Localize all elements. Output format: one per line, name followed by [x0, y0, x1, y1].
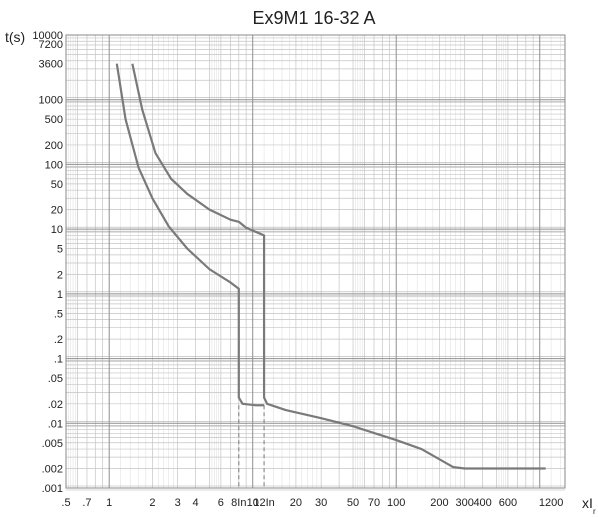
x-axis-label: xI	[582, 495, 593, 511]
y-tick-label: 5	[57, 244, 63, 256]
y-tick-label: 1000	[39, 95, 63, 107]
y-tick-label: .001	[42, 483, 63, 495]
x-tick-label: 20	[290, 497, 302, 509]
x-tick-label: 300	[456, 497, 474, 509]
y-tick-label: .2	[54, 334, 63, 346]
y-tick-label: 2	[57, 269, 63, 281]
x-axis-label-subscript: r	[593, 507, 596, 516]
y-axis-label: t(s)	[5, 29, 25, 45]
reference-lines	[238, 405, 265, 488]
x-tick-label: 1200	[539, 497, 563, 509]
x-tick-label: 12In	[253, 497, 274, 509]
plot-frame	[65, 34, 566, 489]
x-tick-label: 10	[247, 497, 259, 509]
y-tick-label: 50	[51, 179, 63, 191]
series-line-1	[115, 63, 265, 407]
x-tick-label: 8In	[231, 497, 246, 509]
series-line-2	[131, 63, 546, 470]
y-tick-label: 20	[51, 205, 63, 217]
y-tick-label: .05	[48, 373, 63, 385]
x-tick-label: 4	[193, 497, 199, 509]
y-tick-label: .5	[54, 308, 63, 320]
y-tick-label: 200	[45, 140, 63, 152]
minor-grid	[65, 35, 565, 491]
y-tick-label: .002	[42, 464, 63, 476]
y-tick-label: 500	[45, 114, 63, 126]
x-tick-label: 1	[106, 497, 112, 509]
x-tick-label: 2	[149, 497, 155, 509]
y-tick-label: .005	[42, 438, 63, 450]
y-tick-label: 1	[57, 289, 63, 301]
chart-title: Ex9M1 16-32 A	[252, 8, 375, 28]
y-tick-label: .02	[48, 399, 63, 411]
x-tick-label: .5	[61, 497, 70, 509]
x-tick-label: 6	[218, 497, 224, 509]
x-tick-label: 3	[175, 497, 181, 509]
y-tick-label: 10	[51, 224, 63, 236]
y-tick-label: 100	[45, 159, 63, 171]
x-tick-label: 70	[368, 497, 380, 509]
x-tick-label: 200	[430, 497, 448, 509]
y-tick-label: 7200	[39, 39, 63, 51]
x-tick-label: .7	[82, 497, 91, 509]
y-tick-label: .1	[54, 354, 63, 366]
y-tick-label: 3600	[39, 59, 63, 71]
x-tick-label: 600	[499, 497, 517, 509]
x-tick-label: 30	[315, 497, 327, 509]
x-tick-label: 400	[473, 497, 491, 509]
x-tick-label: 100	[387, 497, 405, 509]
x-tick-label: 50	[347, 497, 359, 509]
series-layer	[115, 63, 546, 470]
major-grid	[66, 35, 565, 489]
y-tick-label: .01	[48, 418, 63, 430]
y-tick-label: 10000	[32, 30, 63, 42]
